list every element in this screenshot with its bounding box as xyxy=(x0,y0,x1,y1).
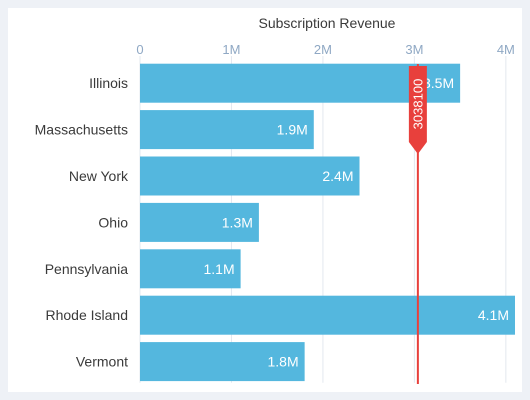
data-label: 4.1M xyxy=(478,307,509,323)
category-label: Massachusetts xyxy=(35,122,128,138)
reference-line-label: 3038100 xyxy=(410,79,425,130)
bar xyxy=(140,249,241,289)
data-label: 1.8M xyxy=(268,354,299,370)
data-label: 1.1M xyxy=(203,261,234,277)
bar-chart: Subscription Revenue 0 1M 2M 3M 4M Illinois M… xyxy=(35,15,515,384)
category-label: Illinois xyxy=(89,75,128,91)
category-label: Ohio xyxy=(98,214,128,230)
reference-line-flag xyxy=(408,66,427,154)
data-label: 3.5M xyxy=(423,75,454,91)
x-tick-label: 3M xyxy=(405,42,423,57)
bars xyxy=(140,63,515,382)
category-labels: Illinois Massachusetts New York Ohio Pennsyl… xyxy=(35,75,129,369)
x-tick-label: 0 xyxy=(136,42,143,57)
bar xyxy=(140,110,314,150)
bar xyxy=(140,342,305,382)
reference-line-group: 3038100 xyxy=(408,64,427,384)
category-label: Rhode Island xyxy=(45,307,128,323)
bar xyxy=(140,63,461,103)
data-label: 1.3M xyxy=(222,214,253,230)
chart-panel: Subscription Revenue 0 1M 2M 3M 4M Illinois M… xyxy=(8,8,522,392)
x-tick-label: 4M xyxy=(497,42,515,57)
chart-title: Subscription Revenue xyxy=(259,15,396,31)
category-label: New York xyxy=(69,168,129,184)
x-tick-label: 1M xyxy=(222,42,240,57)
data-label: 1.9M xyxy=(277,122,308,138)
data-label: 2.4M xyxy=(322,168,353,184)
x-tick-label: 2M xyxy=(314,42,332,57)
category-label: Vermont xyxy=(76,354,128,370)
data-labels: 3.5M 1.9M 2.4M 1.3M 1.1M 4.1M 1.8M xyxy=(203,75,509,369)
bar xyxy=(140,295,515,335)
bar xyxy=(140,202,259,242)
x-axis-ticks: 0 1M 2M 3M 4M xyxy=(136,42,515,57)
bar xyxy=(140,156,360,196)
category-label: Pennsylvania xyxy=(45,261,128,277)
